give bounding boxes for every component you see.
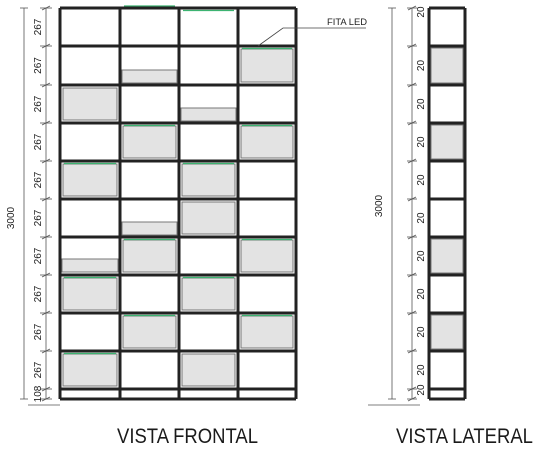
side-row-dimension-label: 20 — [416, 98, 427, 110]
front-closed-panel — [241, 49, 293, 82]
front-row-dimension-label: 267 — [33, 133, 44, 150]
side-closed-panel — [431, 315, 463, 349]
front-row-dimension-label: 267 — [33, 209, 44, 226]
side-closed-panel — [431, 239, 463, 273]
side-closed-panel — [431, 125, 463, 159]
front-row-dimension-label: 267 — [33, 247, 44, 264]
side-row-dimension-label: 20 — [416, 384, 427, 396]
front-closed-panel — [63, 88, 117, 120]
front-closed-panel — [241, 316, 293, 348]
front-row-dimension-label: 267 — [33, 57, 44, 74]
side-row-dimension-label: 20 — [416, 212, 427, 224]
front-closed-panel — [182, 202, 235, 234]
front-closed-panel — [123, 316, 176, 348]
front-closed-panel — [241, 240, 293, 272]
front-closed-panel — [182, 278, 235, 310]
front-closed-panel — [182, 164, 235, 196]
front-view-title: VISTA FRONTAL — [117, 425, 258, 449]
side-total-height-label: 3000 — [374, 194, 385, 217]
front-row-dimension-label: 267 — [33, 361, 44, 378]
side-row-dimension-label: 20 — [416, 6, 427, 18]
front-row-dimension-label: 267 — [33, 95, 44, 112]
front-closed-panel — [63, 354, 117, 386]
front-row-dimension-label: 108 — [33, 385, 44, 402]
led-callout-label: FITA LED — [327, 17, 368, 27]
side-row-dimension-label: 20 — [416, 250, 427, 262]
side-view-title: VISTA LATERAL — [396, 425, 533, 449]
front-closed-panel — [123, 126, 176, 158]
front-closed-panel — [182, 354, 235, 386]
front-row-dimension-label: 267 — [33, 285, 44, 302]
front-partial-shelf — [122, 222, 177, 235]
side-row-dimension-label: 20 — [416, 174, 427, 186]
led-callout: FITA LED — [258, 17, 368, 46]
front-partial-shelf — [122, 70, 177, 83]
front-closed-panel — [123, 240, 176, 272]
side-closed-panel — [431, 48, 463, 83]
front-total-height-label: 3000 — [6, 206, 17, 229]
front-partial-shelf — [181, 108, 236, 121]
side-row-dimension-label: 20 — [416, 364, 427, 376]
front-closed-panel — [241, 126, 293, 158]
front-closed-panel — [63, 278, 117, 310]
front-row-dimension-label: 267 — [33, 171, 44, 188]
side-row-dimension-label: 20 — [416, 326, 427, 338]
front-view: 3000 FITA LED — [6, 6, 368, 405]
side-row-dimension-label: 20 — [416, 288, 427, 300]
side-row-dimension-label: 20 — [416, 60, 427, 72]
front-row-dimension-label: 267 — [33, 323, 44, 340]
front-partial-shelf — [62, 259, 118, 272]
front-closed-panel — [63, 164, 117, 196]
side-row-dimension-label: 20 — [416, 136, 427, 148]
front-row-dimension-label: 267 — [33, 18, 44, 35]
